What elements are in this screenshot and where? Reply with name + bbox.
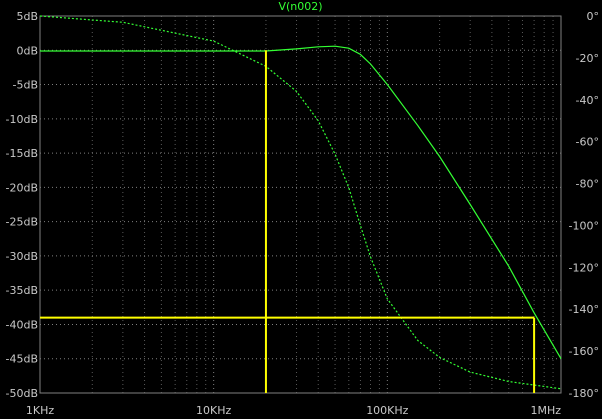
right-tick-label: -180° bbox=[569, 387, 599, 400]
right-tick-label: -60° bbox=[576, 136, 599, 149]
left-tick-label: -35dB bbox=[6, 284, 39, 297]
left-tick-label: -15dB bbox=[6, 147, 39, 160]
cursors[interactable] bbox=[40, 50, 536, 393]
right-tick-label: -100° bbox=[569, 219, 599, 232]
left-tick-label: -45dB bbox=[6, 353, 39, 366]
left-axis-labels: 5dB 0dB -5dB -10dB -15dB -20dB -25dB -30dB -35dB… bbox=[6, 10, 39, 400]
x-tick-label: 100KHz bbox=[366, 404, 408, 417]
right-tick-label: -140° bbox=[569, 303, 599, 316]
left-tick-label: -5dB bbox=[13, 79, 39, 92]
magnitude-trace bbox=[40, 45, 562, 360]
x-axis-labels: 1KHz 10KHz 100KHz 1MHz bbox=[26, 404, 561, 417]
right-tick-label: -160° bbox=[569, 345, 599, 358]
left-tick-label: 0dB bbox=[16, 44, 38, 57]
right-axis-labels: 0° -20° -40° -60° -80° -100° -120° -140° -160° -1… bbox=[569, 10, 599, 400]
x-tick-label: 1MHz bbox=[530, 404, 561, 417]
left-tick-label: -20dB bbox=[6, 181, 39, 194]
x-tick-label: 10KHz bbox=[196, 404, 231, 417]
right-tick-label: -40° bbox=[576, 94, 599, 107]
left-tick-label: -25dB bbox=[6, 216, 39, 229]
left-tick-label: -10dB bbox=[6, 113, 39, 126]
left-tick-label: 5dB bbox=[16, 10, 38, 23]
traces bbox=[39, 15, 562, 390]
grid bbox=[39, 15, 561, 394]
phase-trace bbox=[39, 15, 562, 390]
left-tick-label: -40dB bbox=[6, 318, 39, 331]
left-tick-label: -30dB bbox=[6, 250, 39, 263]
right-tick-label: -120° bbox=[569, 261, 599, 274]
right-tick-label: -20° bbox=[576, 52, 599, 65]
left-tick-label: -50dB bbox=[6, 387, 39, 400]
plot-frame bbox=[39, 15, 562, 394]
right-tick-label: -80° bbox=[576, 178, 599, 191]
plot-title: V(n002) bbox=[278, 0, 322, 13]
right-tick-label: 0° bbox=[587, 10, 600, 23]
x-tick-label: 1KHz bbox=[26, 404, 54, 417]
